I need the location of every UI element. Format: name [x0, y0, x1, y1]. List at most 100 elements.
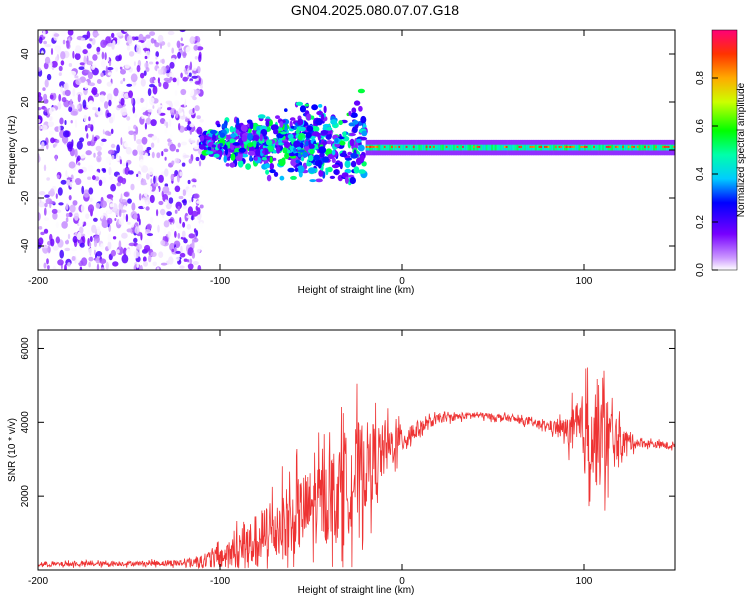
heatmap-cell: [100, 212, 104, 219]
heatmap-cell: [307, 167, 316, 174]
heatmap-cell: [162, 186, 170, 194]
heatmap-cell: [116, 182, 122, 187]
heatmap-cell: [309, 179, 317, 183]
colorbar-tick-label: 0.4: [695, 167, 706, 181]
heatmap-cell: [127, 170, 134, 175]
heatmap-cell: [538, 145, 541, 148]
heatmap-cell: [478, 145, 481, 148]
heatmap-cell: [74, 52, 81, 61]
heatmap-cell: [558, 145, 561, 148]
heatmap-cell: [114, 47, 117, 52]
heatmap-cell: [640, 144, 643, 151]
heatmap-cell: [396, 144, 399, 151]
heatmap-cell: [168, 218, 174, 223]
heatmap-cell: [136, 139, 143, 145]
heatmap-cell: [514, 144, 517, 151]
heatmap-cell: [165, 64, 170, 71]
heatmap-cell: [309, 148, 315, 155]
heatmap-cell: [171, 222, 174, 230]
heatmap-cell: [591, 144, 594, 151]
heatmap-cell: [269, 169, 276, 174]
heatmap-cell: [560, 145, 563, 148]
heatmap-cell: [147, 88, 152, 97]
heatmap-cell: [44, 202, 48, 208]
snr-ylabel: SNR (10 * v/v): [7, 418, 18, 482]
heatmap-cell: [189, 140, 196, 144]
heatmap-cell: [94, 176, 100, 182]
heatmap-cell: [181, 162, 186, 167]
heatmap-cell: [409, 144, 412, 151]
heatmap-cell: [322, 141, 328, 146]
heatmap-cell: [136, 44, 141, 54]
heatmap-cell: [112, 261, 119, 267]
heatmap-cell: [119, 209, 127, 213]
heatmap-cell: [181, 230, 186, 238]
heatmap-cell: [91, 134, 95, 143]
heatmap-cell: [193, 228, 197, 233]
heatmap-cell: [221, 123, 227, 129]
colorbar-tick-label: 0.2: [695, 215, 706, 229]
heatmap-cell: [55, 193, 58, 199]
heatmap-cell: [96, 155, 102, 163]
heatmap-cell: [118, 240, 122, 250]
heatmap-cell: [124, 64, 130, 69]
heatmap-cell: [582, 145, 585, 148]
heatmap-cell: [282, 147, 288, 154]
heatmap-cell: [89, 236, 93, 242]
heatmap-cell: [55, 139, 60, 144]
heatmap-cell: [89, 85, 92, 92]
heatmap-cell: [49, 107, 56, 116]
heatmap-cell: [86, 230, 94, 235]
heatmap-cell: [458, 144, 461, 151]
heatmap-cell: [86, 133, 89, 139]
heatmap-cell: [93, 240, 98, 248]
heatmap-cell: [108, 116, 114, 124]
heatmap-cell: [92, 32, 100, 37]
heatmap-cell: [105, 36, 111, 45]
heatmap-cell: [178, 195, 184, 200]
heatmap-cell: [140, 78, 146, 87]
heatmap-cell: [135, 126, 139, 135]
heatmap-cell: [153, 98, 159, 104]
heatmap-cell: [48, 210, 51, 216]
heatmap-cell: [574, 144, 578, 151]
heatmap-cell: [326, 126, 333, 131]
heatmap-cell: [649, 144, 652, 151]
heatmap-cell: [392, 144, 396, 151]
heatmap-cell: [460, 144, 463, 151]
heatmap-cell: [482, 144, 485, 151]
heatmap-cell: [287, 167, 295, 173]
heatmap-cell: [71, 256, 76, 261]
heatmap-cell: [192, 107, 195, 114]
heatmap-cell: [179, 125, 185, 133]
heatmap-cell: [38, 92, 42, 97]
heatmap-cell: [147, 113, 151, 118]
heatmap-cell: [50, 88, 56, 94]
heatmap-cell: [73, 40, 76, 50]
heatmap-cell: [136, 261, 139, 269]
heatmap-cell: [174, 89, 178, 96]
heatmap-cell: [115, 55, 121, 62]
heatmap-cell: [86, 222, 91, 228]
heatmap-cell: [157, 137, 160, 144]
heatmap-cell: [100, 200, 107, 208]
heatmap-cell: [125, 248, 132, 256]
heatmap-cell: [172, 36, 175, 43]
heatmap-cell: [631, 145, 634, 148]
heatmap-cell: [145, 206, 150, 211]
heatmap-cell: [110, 249, 116, 257]
heatmap-cell: [496, 144, 499, 151]
heatmap-cell: [378, 144, 381, 151]
heatmap-cell: [101, 138, 107, 142]
heatmap-cell: [174, 185, 181, 193]
heatmap-cell: [120, 69, 126, 75]
heatmap-cell: [44, 194, 50, 198]
heatmap-cell: [76, 104, 80, 110]
heatmap-cell: [380, 144, 383, 151]
heatmap-cell: [69, 98, 73, 108]
heatmap-cell: [84, 125, 88, 132]
heatmap-cell: [489, 144, 492, 151]
heatmap-cell: [46, 73, 52, 81]
heatmap-cell: [81, 251, 86, 256]
heatmap-cell: [429, 145, 432, 148]
